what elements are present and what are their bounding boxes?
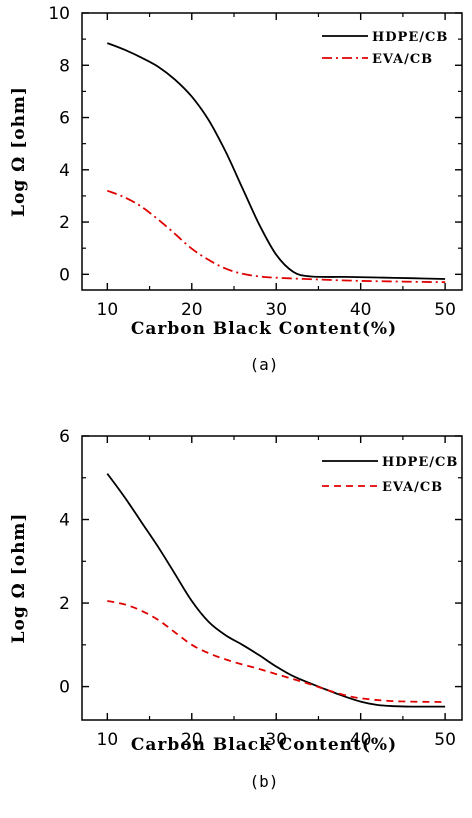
y-tick-label: 8 xyxy=(59,56,70,76)
plot-frame xyxy=(81,435,463,721)
x-tick-label: 40 xyxy=(350,730,372,750)
y-tick-label: 10 xyxy=(48,4,70,24)
y-tick-label: 6 xyxy=(59,427,70,447)
series-line-eva-cb xyxy=(106,189,446,284)
x-tick-label: 30 xyxy=(265,300,287,320)
x-axis-title: Carbon Black Content(%) xyxy=(131,735,397,755)
x-tick-label: 30 xyxy=(265,730,287,750)
legend-label: EVA/CB xyxy=(372,52,433,67)
x-axis-title: Carbon Black Content(%) xyxy=(131,319,397,339)
legend-label: HDPE/CB xyxy=(372,30,448,45)
x-tick-label: 10 xyxy=(97,300,119,320)
series-line-eva-cb xyxy=(107,600,446,703)
legend-label: HDPE/CB xyxy=(382,455,458,470)
y-tick-label: 4 xyxy=(59,511,70,531)
y-tick-label: 2 xyxy=(59,594,70,614)
y-tick-label: 4 xyxy=(59,161,70,181)
y-tick-label: 6 xyxy=(59,109,70,129)
y-axis-title: Log Ω [ohm] xyxy=(9,513,29,644)
figure-caption: (a) xyxy=(250,355,279,374)
plot-frame xyxy=(81,12,463,291)
x-tick-label: 10 xyxy=(97,730,119,750)
x-tick-label: 20 xyxy=(181,300,203,320)
figure-caption: (b) xyxy=(250,772,279,791)
series-line-hdpe-cb xyxy=(106,42,446,280)
series-line-hdpe-cb xyxy=(106,473,446,708)
y-tick-label: 0 xyxy=(59,265,70,285)
x-tick-label: 50 xyxy=(434,730,456,750)
y-axis-title: Log Ω [ohm] xyxy=(9,86,29,217)
y-tick-label: 0 xyxy=(59,678,70,698)
x-tick-label: 20 xyxy=(181,730,203,750)
legend-label: EVA/CB xyxy=(382,480,443,495)
y-tick-label: 2 xyxy=(59,213,70,233)
chart-a: 10 20 30 40 50 0 2 4 6 8 10 HDPE/CB EVA/CB Carbon Bla… xyxy=(9,4,463,374)
x-tick-label: 50 xyxy=(434,300,456,320)
chart-b: 10 20 30 40 50 0 2 4 6 HDPE/CB EVA/CB Carbon Black … xyxy=(9,427,463,791)
x-tick-label: 40 xyxy=(350,300,372,320)
